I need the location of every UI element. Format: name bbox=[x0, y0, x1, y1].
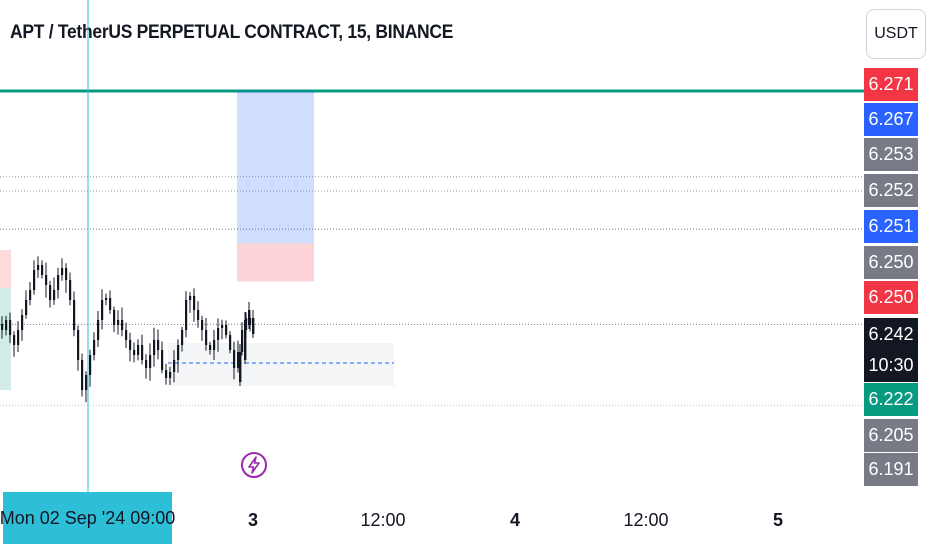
chart-plot-area[interactable] bbox=[0, 0, 864, 492]
candle-body bbox=[101, 300, 104, 320]
candle-body bbox=[113, 310, 116, 325]
candle-body bbox=[241, 330, 244, 352]
candle-body bbox=[37, 265, 40, 270]
candle-body bbox=[69, 280, 72, 300]
candle-body bbox=[209, 345, 212, 350]
previous-profit-zone bbox=[0, 288, 11, 390]
candle-body bbox=[141, 345, 144, 360]
price-label: 6.205 bbox=[864, 419, 918, 452]
time-label: 12:00 bbox=[360, 510, 406, 530]
price-label: 6.191 bbox=[864, 453, 918, 486]
candle-body bbox=[173, 360, 176, 372]
chart-title: APT / TetherUS PERPETUAL CONTRACT, 15, B… bbox=[10, 22, 454, 43]
candle-body bbox=[244, 320, 247, 360]
lightning-icon[interactable] bbox=[241, 452, 267, 478]
candle-body bbox=[248, 310, 251, 325]
time-label: 4 bbox=[509, 510, 521, 530]
price-label: 6.252 bbox=[864, 174, 918, 207]
candles-layer bbox=[1, 256, 255, 403]
candle-body bbox=[181, 330, 184, 345]
candle-body bbox=[17, 330, 20, 345]
candle-body bbox=[149, 355, 152, 368]
price-label: 6.251 bbox=[864, 210, 918, 243]
price-label: 6.250 bbox=[864, 281, 918, 314]
candle-body bbox=[53, 290, 56, 300]
candle-body bbox=[185, 300, 188, 330]
price-label: 6.271 bbox=[864, 68, 918, 101]
candle-body bbox=[189, 296, 192, 300]
candle-body bbox=[205, 330, 208, 345]
candle-body bbox=[239, 352, 242, 382]
candle-body bbox=[252, 318, 255, 334]
crosshair-date-label: Mon 02 Sep '24 09:00 bbox=[0, 492, 175, 544]
candle-body bbox=[177, 345, 180, 360]
previous-loss-zone bbox=[0, 250, 11, 288]
candle-body bbox=[233, 350, 236, 368]
price-label: 6.253 bbox=[864, 138, 918, 171]
time-label: 5 bbox=[772, 510, 784, 530]
candle-body bbox=[169, 372, 172, 378]
candle-body bbox=[105, 298, 108, 300]
candle-body bbox=[41, 265, 44, 275]
candle-body bbox=[9, 320, 12, 335]
candle-body bbox=[221, 325, 224, 328]
price-scale[interactable]: 6.271 6.267 6.253 6.252 6.251 6.250 6.250 6.242… bbox=[864, 68, 932, 492]
time-axis[interactable]: Mon 02 Sep '24 09:00 3 12:00 4 12:00 5 bbox=[0, 492, 864, 550]
candle-body bbox=[217, 328, 220, 340]
candle-body bbox=[129, 340, 132, 350]
candle-body bbox=[65, 268, 68, 280]
zones-layer bbox=[0, 91, 394, 390]
candle-body bbox=[165, 370, 168, 378]
range-zone bbox=[168, 343, 394, 386]
candle-body bbox=[197, 310, 200, 320]
price-label: 6.267 bbox=[864, 103, 918, 136]
currency-button[interactable]: USDT bbox=[866, 9, 926, 59]
candle-body bbox=[201, 320, 204, 330]
horizontal-lines-layer bbox=[0, 89, 864, 406]
price-label: 6.242 bbox=[864, 318, 918, 351]
candle-body bbox=[29, 290, 32, 300]
candle-body bbox=[89, 355, 92, 375]
price-label: 6.250 bbox=[864, 246, 918, 279]
candle-body bbox=[13, 335, 16, 345]
candle-body bbox=[61, 268, 64, 275]
time-label: 12:00 bbox=[623, 510, 669, 530]
candle-body bbox=[229, 335, 232, 350]
candle-body bbox=[73, 300, 76, 330]
candle-body bbox=[117, 320, 120, 325]
candle-body bbox=[133, 350, 136, 355]
candle-body bbox=[49, 285, 52, 300]
candle-body bbox=[225, 325, 228, 335]
candle-body bbox=[121, 320, 124, 330]
candle-body bbox=[109, 298, 112, 310]
profit-zone bbox=[237, 91, 314, 244]
candle-body bbox=[33, 270, 36, 290]
candle-body bbox=[161, 350, 164, 370]
candle-body bbox=[93, 340, 96, 355]
stop-loss-zone bbox=[237, 243, 314, 282]
candle-body bbox=[97, 320, 100, 340]
candle-body bbox=[237, 352, 240, 368]
candle-body bbox=[21, 315, 24, 330]
price-label: 6.222 bbox=[864, 383, 918, 416]
candle-body bbox=[77, 330, 80, 360]
candle-body bbox=[145, 360, 148, 368]
candle-body bbox=[81, 360, 84, 390]
candle-body bbox=[85, 375, 88, 390]
candle-body bbox=[193, 296, 196, 310]
time-label: 3 bbox=[247, 510, 259, 530]
candle-body bbox=[45, 275, 48, 285]
candle-body bbox=[153, 340, 156, 355]
candle-body bbox=[137, 345, 140, 355]
price-label: 10:30 bbox=[864, 349, 918, 382]
candle-body bbox=[157, 340, 160, 350]
candle-body bbox=[25, 300, 28, 315]
candle-body bbox=[5, 320, 8, 330]
candle-body bbox=[1, 324, 4, 330]
candle-body bbox=[125, 330, 128, 340]
candle-body bbox=[57, 275, 60, 290]
candle-body bbox=[213, 340, 216, 350]
